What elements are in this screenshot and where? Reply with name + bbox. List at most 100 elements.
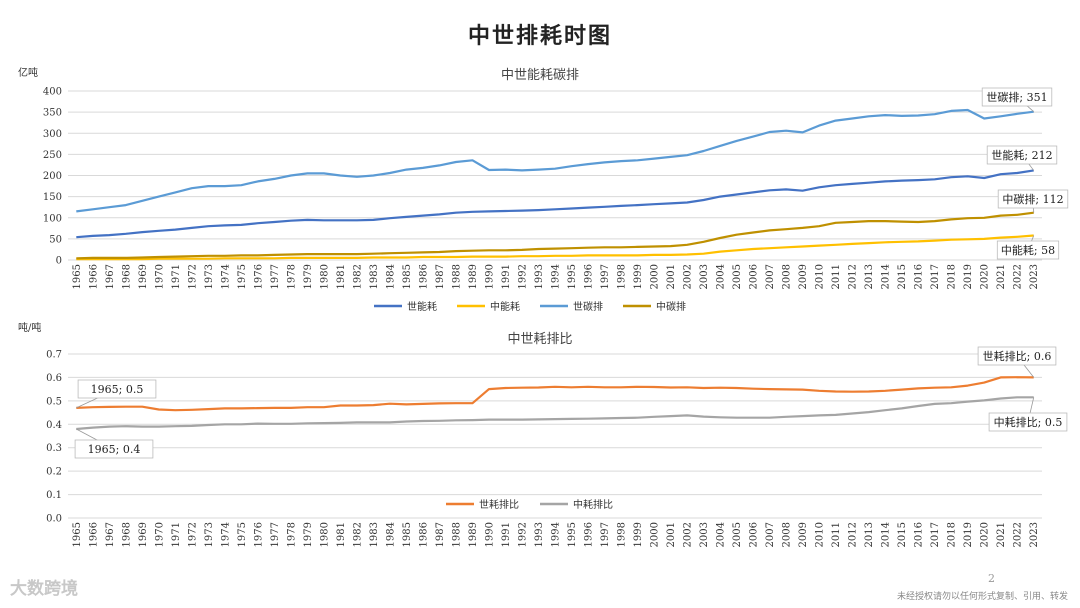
y-tick-label: 0.3 xyxy=(46,443,62,454)
x-tick-label: 1993 xyxy=(534,522,545,547)
x-tick-label: 1996 xyxy=(584,264,595,289)
legend-entry: 世碳排 xyxy=(573,300,603,313)
x-tick-label: 2020 xyxy=(980,264,991,289)
x-tick-label: 1972 xyxy=(187,264,198,289)
x-tick-label: 1998 xyxy=(617,522,628,547)
x-tick-label: 2011 xyxy=(831,264,842,289)
x-tick-label: 1994 xyxy=(551,522,562,547)
x-tick-label: 1992 xyxy=(517,522,528,547)
x-tick-label: 1993 xyxy=(534,264,545,289)
x-tick-label: 1970 xyxy=(154,522,165,547)
y-tick-label: 250 xyxy=(43,150,62,161)
x-tick-label: 2015 xyxy=(897,264,908,289)
callout-box xyxy=(77,379,157,399)
y-tick-label: 0.4 xyxy=(46,420,62,431)
chart2-y-unit: 吨/吨 xyxy=(18,321,41,334)
x-tick-label: 2009 xyxy=(798,264,809,289)
x-tick-label: 1982 xyxy=(352,264,363,289)
x-tick-label: 1978 xyxy=(286,522,297,547)
legend-entry: 世能耗 xyxy=(407,300,437,313)
x-tick-label: 2007 xyxy=(765,264,776,289)
x-tick-label: 2019 xyxy=(963,522,974,547)
chart1-gridlines xyxy=(68,90,1042,261)
chart1-y-axis: 0 50 100 150 200 250 300 350 400 xyxy=(43,87,62,267)
x-tick-label: 2022 xyxy=(1013,522,1024,547)
legend-entry: 中能耗 xyxy=(490,300,520,313)
callout-box xyxy=(997,189,1069,209)
data-label: 1965; 0.4 xyxy=(88,443,141,456)
x-tick-label: 2000 xyxy=(650,264,661,289)
callout-box xyxy=(996,240,1060,260)
x-tick-label: 1983 xyxy=(369,264,380,289)
series-line xyxy=(76,211,1034,260)
x-tick-label: 1992 xyxy=(517,264,528,289)
y-tick-label: 100 xyxy=(43,213,62,224)
x-tick-label: 1987 xyxy=(435,264,446,289)
x-tick-label: 2019 xyxy=(963,264,974,289)
x-tick-label: 1973 xyxy=(204,522,215,547)
y-tick-label: 150 xyxy=(43,192,62,203)
watermark-logo: 大数跨境 xyxy=(10,579,78,599)
x-tick-label: 1982 xyxy=(352,522,363,547)
x-tick-label: 2008 xyxy=(782,264,793,289)
x-tick-label: 1968 xyxy=(121,264,132,289)
x-tick-label: 2017 xyxy=(930,522,941,547)
x-tick-label: 1986 xyxy=(418,264,429,289)
callout-box xyxy=(977,346,1057,366)
x-tick-label: 1995 xyxy=(567,522,578,547)
x-tick-label: 1990 xyxy=(484,264,495,289)
x-tick-label: 1990 xyxy=(484,522,495,547)
chart1-title: 中世能耗碳排 xyxy=(501,68,579,83)
y-tick-label: 300 xyxy=(43,129,62,140)
x-tick-label: 2001 xyxy=(666,522,677,547)
x-tick-label: 2016 xyxy=(914,522,925,547)
x-tick-label: 1968 xyxy=(121,522,132,547)
x-tick-label: 1978 xyxy=(286,264,297,289)
x-tick-label: 1985 xyxy=(402,522,413,547)
page-number: 2 xyxy=(988,572,995,585)
y-tick-label: 0.7 xyxy=(46,350,62,361)
x-tick-label: 2003 xyxy=(699,522,710,547)
x-tick-label: 1981 xyxy=(336,522,347,547)
callout-box xyxy=(988,412,1068,432)
chart1-y-unit: 亿吨 xyxy=(18,66,38,79)
series-line xyxy=(76,396,1034,431)
x-tick-label: 2018 xyxy=(947,522,958,547)
x-tick-label: 2005 xyxy=(732,522,743,547)
chart2-title: 中世耗排比 xyxy=(507,332,572,347)
x-tick-label: 1980 xyxy=(319,264,330,289)
x-tick-label: 1966 xyxy=(88,522,99,547)
x-tick-label: 2013 xyxy=(864,264,875,289)
y-tick-label: 400 xyxy=(43,87,62,98)
x-tick-label: 2012 xyxy=(848,522,859,547)
y-tick-label: 0 xyxy=(56,256,62,267)
x-tick-label: 1994 xyxy=(551,264,562,289)
page-title: 中世排耗时图 xyxy=(467,23,612,49)
y-tick-label: 350 xyxy=(43,108,62,119)
x-tick-label: 1970 xyxy=(154,264,165,289)
x-tick-label: 1986 xyxy=(418,522,429,547)
x-tick-label: 2022 xyxy=(1013,264,1024,289)
x-tick-label: 1971 xyxy=(171,264,182,289)
x-tick-label: 1967 xyxy=(105,522,116,547)
legend-entry: 中碳排 xyxy=(656,300,686,313)
x-tick-label: 1967 xyxy=(105,264,116,289)
x-tick-label: 2004 xyxy=(716,264,727,289)
x-tick-label: 1989 xyxy=(468,522,479,547)
x-tick-label: 1995 xyxy=(567,264,578,289)
y-tick-label: 0.6 xyxy=(46,373,62,384)
x-tick-label: 1976 xyxy=(253,522,264,547)
x-tick-label: 2008 xyxy=(782,522,793,547)
chart2-gridlines xyxy=(68,353,1042,519)
y-tick-label: 0.2 xyxy=(46,467,62,478)
series-line xyxy=(76,234,1034,261)
chart1-series xyxy=(76,108,1034,261)
x-tick-label: 2020 xyxy=(980,522,991,547)
x-tick-label: 1980 xyxy=(319,522,330,547)
x-tick-label: 2012 xyxy=(848,264,859,289)
x-tick-label: 1984 xyxy=(385,264,396,289)
legend-entry: 世耗排比 xyxy=(479,498,519,511)
callout-box xyxy=(981,87,1053,107)
chart1-legend: 世能耗 中能耗 世碳排 中碳排 xyxy=(374,300,686,313)
